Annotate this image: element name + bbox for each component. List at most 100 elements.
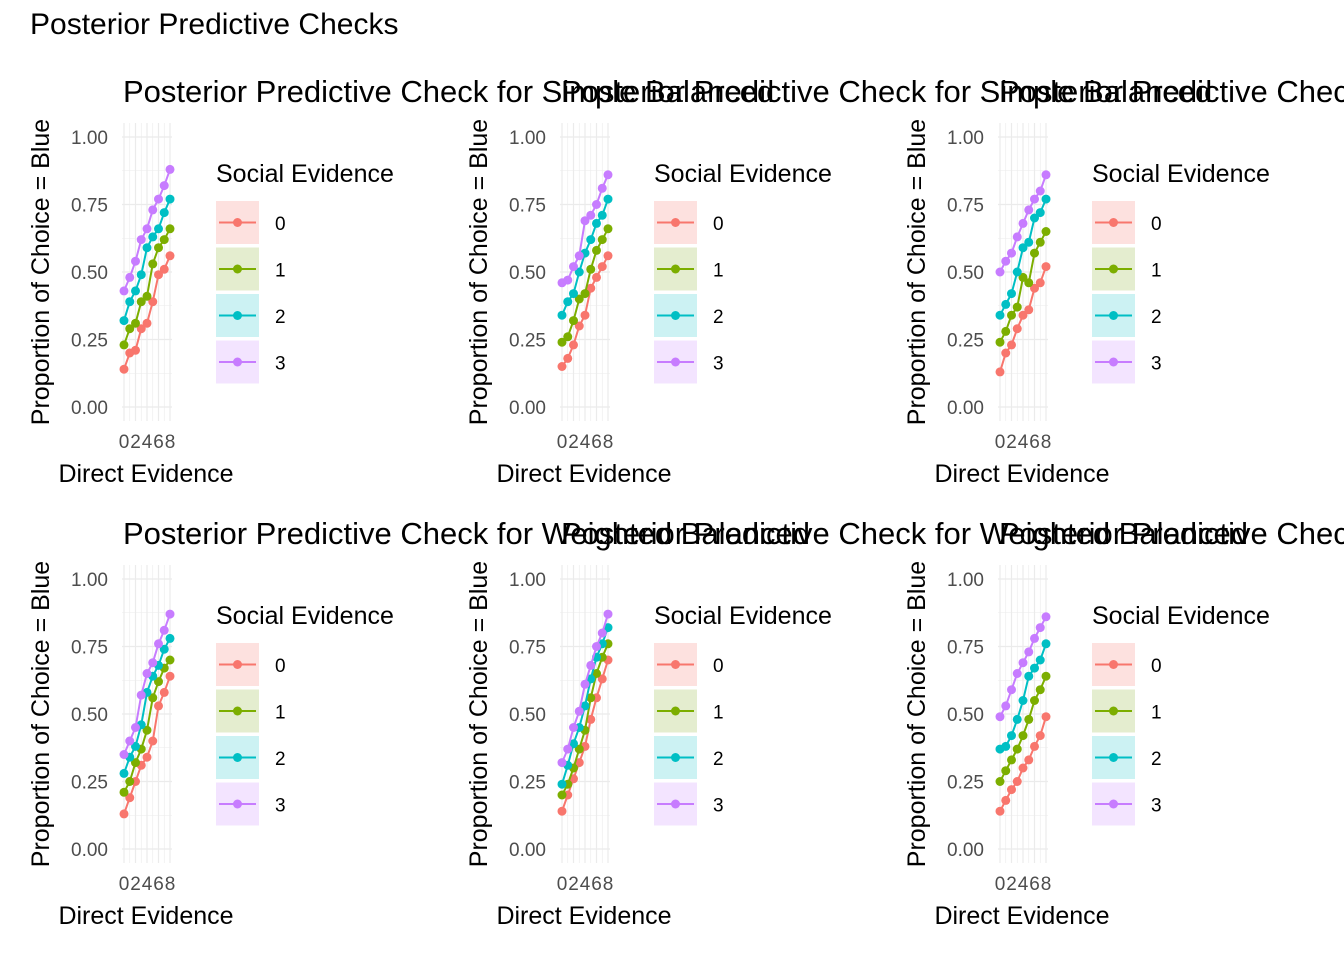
data-point xyxy=(1024,278,1034,288)
data-point xyxy=(1041,262,1051,272)
x-tick-label: 6 xyxy=(591,874,602,895)
gridlines xyxy=(998,565,1048,863)
legend-key-point xyxy=(1109,264,1118,274)
y-axis-title: Proportion of Choice = Blue xyxy=(27,561,55,867)
data-point xyxy=(119,316,129,326)
data-point xyxy=(125,272,135,282)
legend-label: 1 xyxy=(1151,261,1162,282)
x-axis-title: Direct Evidence xyxy=(496,902,671,930)
data-point xyxy=(597,674,607,684)
legend-key-point xyxy=(1109,357,1118,367)
data-point xyxy=(580,310,590,320)
data-point xyxy=(586,660,596,670)
data-point xyxy=(1035,731,1045,741)
data-point xyxy=(1030,194,1039,204)
data-point xyxy=(119,787,129,797)
data-point xyxy=(557,790,567,800)
legend-key-point xyxy=(671,660,680,669)
data-point xyxy=(586,235,596,245)
x-tick-label: 6 xyxy=(153,874,164,895)
data-point xyxy=(557,362,567,371)
data-point xyxy=(580,701,590,711)
y-tick-label: 0.00 xyxy=(509,398,546,419)
data-point xyxy=(142,669,152,678)
y-axis-title: Proportion of Choice = Blue xyxy=(465,561,493,867)
data-point xyxy=(142,291,152,301)
data-point xyxy=(592,272,601,282)
y-axis-title: Proportion of Choice = Blue xyxy=(903,561,931,867)
legend-key-point xyxy=(671,264,680,274)
legend-label: 0 xyxy=(1151,214,1162,235)
data-point xyxy=(580,289,590,299)
legend-title: Social Evidence xyxy=(216,160,394,188)
x-tick-label: 2 xyxy=(130,432,141,453)
data-point xyxy=(597,262,607,272)
y-tick-label: 0.25 xyxy=(509,331,546,352)
y-tick-label: 1.00 xyxy=(71,128,108,149)
data-point xyxy=(131,318,140,328)
legend-label: 2 xyxy=(275,749,286,770)
y-axis-title: Proportion of Choice = Blue xyxy=(903,119,931,425)
data-point xyxy=(1007,310,1016,320)
x-tick-label: 0 xyxy=(995,432,1006,453)
data-point xyxy=(136,324,146,334)
legend-label: 0 xyxy=(275,214,286,235)
data-point xyxy=(569,723,578,732)
legend: Social Evidence 0 1 2 3 xyxy=(216,160,394,384)
y-tick-label: 0.00 xyxy=(71,398,108,419)
x-tick-label: 4 xyxy=(142,874,153,895)
data-point xyxy=(159,687,169,697)
legend-label: 3 xyxy=(1151,354,1162,375)
x-tick-label: 4 xyxy=(1018,432,1029,453)
data-point xyxy=(125,793,135,803)
data-point xyxy=(165,251,175,261)
data-point xyxy=(136,235,146,245)
legend-key-point xyxy=(233,799,242,809)
data-point xyxy=(1030,213,1039,223)
data-point xyxy=(592,642,601,651)
legend-label: 2 xyxy=(1151,749,1162,770)
data-point xyxy=(569,316,578,326)
data-point xyxy=(592,218,601,228)
data-point xyxy=(148,205,158,215)
legend-key-point xyxy=(671,753,680,762)
legend-key-point xyxy=(671,357,680,367)
x-axis-title: Direct Evidence xyxy=(496,460,671,488)
data-point xyxy=(1030,283,1039,293)
data-point xyxy=(1024,671,1034,681)
data-point xyxy=(603,170,613,180)
legend-title: Social Evidence xyxy=(654,160,832,188)
legend-key-point xyxy=(233,218,242,227)
data-point xyxy=(557,758,567,768)
data-point xyxy=(136,690,146,700)
y-tick-label: 1.00 xyxy=(509,570,546,591)
legend: Social Evidence 0 1 2 3 xyxy=(1092,160,1270,384)
data-point xyxy=(1001,701,1011,711)
legend-label: 0 xyxy=(713,214,724,235)
data-point xyxy=(597,183,607,193)
data-point xyxy=(1007,755,1016,765)
legend-label: 2 xyxy=(713,307,724,328)
data-point xyxy=(1012,744,1022,754)
x-tick-label: 8 xyxy=(603,432,614,453)
legend-key-point xyxy=(1109,799,1118,809)
data-point xyxy=(1007,685,1016,695)
data-point xyxy=(131,741,140,751)
data-point xyxy=(995,806,1005,816)
legend-key-point xyxy=(1109,706,1118,716)
legend-label: 3 xyxy=(713,796,724,817)
gridlines xyxy=(560,565,610,863)
data-point xyxy=(1001,795,1011,805)
data-point xyxy=(154,243,163,253)
data-point xyxy=(154,270,163,280)
data-point xyxy=(142,224,152,234)
y-tick-label: 0.50 xyxy=(71,705,108,726)
legend-key-point xyxy=(671,799,680,809)
data-point xyxy=(1041,712,1051,722)
panel-title: Posterior Predictive Check for Weighted … xyxy=(999,516,1344,551)
data-point xyxy=(125,736,135,746)
y-tick-label: 0.75 xyxy=(71,638,108,659)
y-tick-label: 0.75 xyxy=(947,638,984,659)
